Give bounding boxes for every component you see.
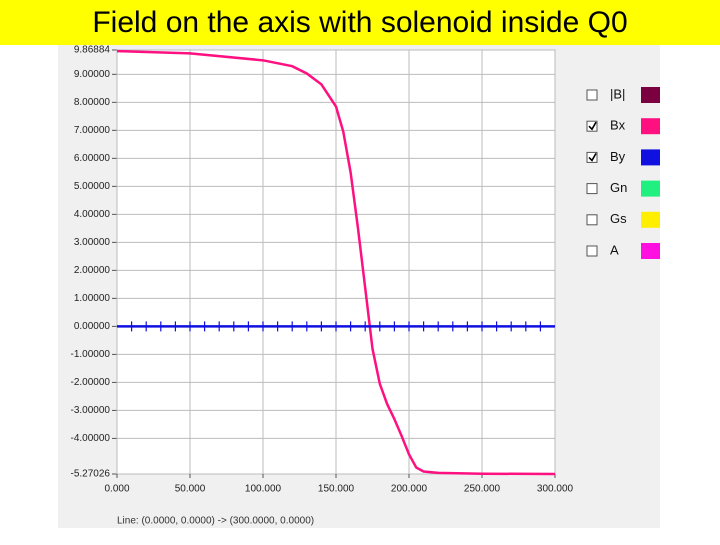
checkmark bbox=[588, 153, 597, 162]
legend-swatch bbox=[641, 87, 660, 103]
y-tick-label: 2.00000 bbox=[74, 265, 111, 276]
legend-label: Bx bbox=[610, 118, 626, 133]
y-tick-label: -3.00000 bbox=[71, 405, 111, 416]
x-tick-label: 150.000 bbox=[318, 484, 355, 495]
y-tick-label: -4.00000 bbox=[71, 433, 111, 444]
legend-checkbox[interactable] bbox=[586, 151, 598, 163]
y-tick-label: -5.27026 bbox=[71, 469, 111, 480]
y-tick-label: 3.00000 bbox=[74, 237, 111, 248]
title-banner bbox=[0, 0, 720, 45]
x-tick-label: 200.000 bbox=[391, 484, 428, 495]
legend-checkbox[interactable] bbox=[586, 245, 598, 257]
y-tick-label: 4.00000 bbox=[74, 209, 111, 220]
x-tick-label: 0.000 bbox=[104, 484, 129, 495]
legend-swatch bbox=[641, 243, 660, 259]
legend-label: Gs bbox=[610, 211, 627, 226]
x-tick-label: 300.000 bbox=[537, 484, 574, 495]
legend-checkbox[interactable] bbox=[586, 183, 598, 195]
y-tick-label: -2.00000 bbox=[71, 377, 111, 388]
legend-label: A bbox=[610, 242, 619, 257]
y-tick-label: 1.00000 bbox=[74, 293, 111, 304]
legend-checkbox[interactable] bbox=[586, 214, 598, 226]
series-line bbox=[116, 49, 556, 476]
legend-label: Gn bbox=[610, 180, 627, 195]
legend-label: By bbox=[610, 149, 626, 164]
x-tick-label: 100.000 bbox=[245, 484, 282, 495]
y-tick-label: 8.00000 bbox=[74, 97, 111, 108]
legend-checkbox[interactable] bbox=[586, 89, 598, 101]
y-tick-label: -1.00000 bbox=[71, 349, 111, 360]
legend-swatch bbox=[641, 180, 660, 197]
legend-label: |B| bbox=[610, 86, 625, 101]
y-tick-label: 9.86884 bbox=[74, 45, 111, 56]
y-tick-label: 7.00000 bbox=[74, 125, 111, 136]
status-text: Line: (0.0000, 0.0000) -> (300.0000, 0.0… bbox=[117, 516, 314, 527]
y-tick-label: 9.00000 bbox=[74, 69, 111, 80]
x-tick-label: 250.000 bbox=[464, 484, 501, 495]
x-tick-label: 50.000 bbox=[175, 484, 206, 495]
legend-swatch bbox=[641, 118, 660, 135]
y-tick-label: 0.00000 bbox=[74, 321, 111, 332]
legend-swatch bbox=[641, 211, 660, 228]
y-tick-label: 6.00000 bbox=[74, 153, 111, 164]
y-tick-label: 5.00000 bbox=[74, 181, 111, 192]
legend-swatch bbox=[641, 149, 660, 166]
slide-title: Field on the axis with solenoid inside Q… bbox=[92, 6, 627, 39]
checkmark bbox=[588, 121, 597, 131]
legend-checkbox[interactable] bbox=[586, 120, 598, 132]
